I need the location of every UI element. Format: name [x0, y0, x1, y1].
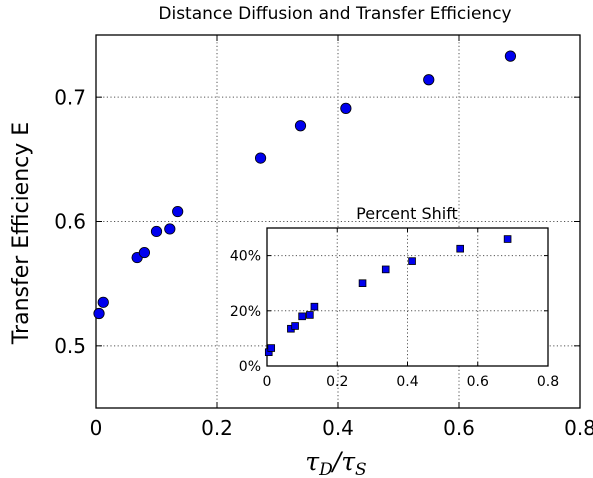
- y-axis-label: Transfer Efficiency E: [9, 122, 34, 345]
- inset-data-point: [408, 257, 416, 265]
- inset-y-tick-label: 40%: [230, 249, 261, 265]
- inset-points: [264, 235, 512, 356]
- main-points: [93, 50, 517, 320]
- inset-data-point: [503, 235, 512, 243]
- main-y-tick-label: 0.6: [54, 210, 86, 234]
- main-x-tick-label: 0: [90, 416, 103, 440]
- inset-x-tick-label: 0.4: [396, 374, 418, 390]
- main-data-point: [93, 307, 105, 320]
- main-data-point: [172, 205, 184, 218]
- main-x-tick-label: 0.4: [322, 416, 354, 440]
- inset-ticks: 0 0.2 0.4 0.6 0.8 0% 20% 40%: [230, 228, 559, 390]
- inset-data-point: [298, 312, 306, 321]
- main-data-point: [150, 225, 163, 238]
- inset-data-point: [456, 244, 464, 253]
- main-y-tick-label: 0.7: [54, 85, 86, 109]
- main-x-tick-label: 0.6: [443, 416, 475, 440]
- main-x-tick-label: 0.2: [201, 416, 233, 440]
- x-label-sub-2: S: [355, 460, 367, 478]
- x-label-base-2: τ: [341, 447, 356, 476]
- main-y-tick-label: 0.5: [54, 334, 86, 358]
- main-chart-title: Distance Diffusion and Transfer Efficien…: [158, 4, 511, 24]
- inset-y-tick-label: 0%: [239, 359, 261, 375]
- inset-x-tick-label: 0.6: [467, 374, 489, 390]
- x-label-base-1: τ: [305, 447, 320, 476]
- main-data-point: [294, 120, 307, 132]
- main-data-point: [254, 152, 267, 164]
- main-ticks: 0 0.2 0.4 0.6 0.8 0.5 0.6 0.7: [54, 35, 593, 440]
- main-x-tick-label: 0.8: [564, 416, 593, 440]
- inset-y-tick-label: 20%: [230, 304, 261, 320]
- inset-data-point: [306, 311, 314, 319]
- inset-chart: Percent Shift 0 0.2 0.4 0.6 0.8 0% 20% 40%: [230, 204, 559, 390]
- inset-x-tick-label: 0.8: [537, 374, 559, 390]
- main-chart: Distance Diffusion and Transfer Efficien…: [9, 4, 593, 478]
- inset-chart-title: Percent Shift: [356, 204, 458, 223]
- main-data-point: [97, 296, 109, 308]
- main-data-point: [423, 74, 435, 86]
- x-label-sub-1: D: [318, 460, 333, 478]
- main-data-point: [340, 102, 352, 114]
- main-data-point: [138, 246, 150, 259]
- inset-data-point: [381, 265, 390, 274]
- x-axis-label: τD/τS: [305, 447, 366, 478]
- inset-grid: [267, 228, 548, 366]
- main-data-point: [164, 223, 176, 235]
- x-label-slash: /: [331, 447, 344, 476]
- inset-data-point: [310, 302, 319, 311]
- inset-x-tick-label: 0: [263, 374, 272, 390]
- inset-data-point: [358, 279, 367, 287]
- inset-data-point: [291, 322, 299, 330]
- inset-data-point: [267, 344, 276, 352]
- main-data-point: [504, 50, 517, 62]
- inset-x-tick-label: 0.2: [326, 374, 348, 390]
